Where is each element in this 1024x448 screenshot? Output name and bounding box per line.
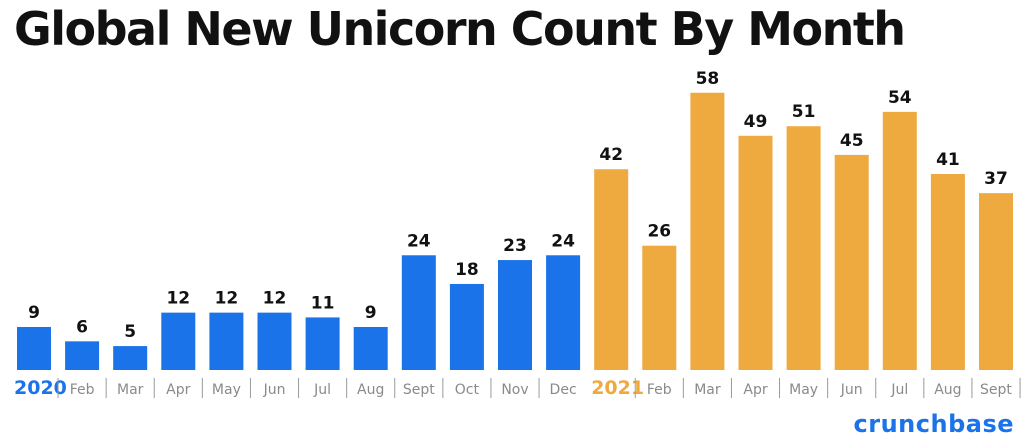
bar-value-label: 11 [311, 293, 335, 313]
bar-value-label: 54 [888, 88, 912, 108]
category-label: Jul [890, 382, 908, 398]
bar [930, 174, 965, 370]
bar-value-label: 26 [647, 222, 671, 242]
bar [834, 154, 869, 370]
bar-value-label: 23 [503, 236, 527, 256]
category-label: Mar [117, 382, 144, 398]
bar [17, 326, 51, 370]
year-label: 2020 [14, 377, 67, 399]
category-label: Jun [840, 382, 863, 398]
bar-value-label: 42 [599, 145, 623, 165]
bar [738, 135, 773, 370]
category-label: Feb [647, 382, 672, 398]
bar-value-label: 9 [28, 303, 40, 323]
bar [498, 260, 532, 370]
crunchbase-logo: crunchbase [853, 410, 1014, 438]
bar-value-label: 45 [840, 131, 864, 151]
bar-value-label: 12 [166, 289, 190, 309]
bar-value-label: 6 [76, 317, 88, 337]
bar [546, 255, 581, 370]
category-label: Sept [403, 382, 435, 398]
bar [257, 312, 292, 370]
bar-value-label: 18 [455, 260, 479, 280]
bar [353, 326, 388, 370]
category-label: Dec [550, 382, 577, 398]
bar-value-label: 24 [551, 231, 575, 251]
bar-value-label: 9 [365, 303, 377, 323]
bar [113, 346, 148, 370]
value-labels-group: 9 6 5 12 12 12 11 9 24 18 23 24 42 26 58 49 51 45 54 41 37 [28, 69, 1008, 342]
category-label: Aug [934, 382, 961, 398]
bar [642, 245, 677, 370]
bar-value-label: 41 [936, 150, 960, 170]
bar-value-label: 12 [263, 289, 287, 309]
bar [401, 255, 436, 370]
category-label: Nov [501, 382, 528, 398]
bar [786, 126, 821, 370]
separators-group [57, 378, 1021, 398]
bar [209, 312, 244, 370]
category-label: May [789, 382, 818, 398]
bar-value-label: 24 [407, 231, 431, 251]
bar-value-label: 37 [984, 169, 1008, 189]
bars-group [17, 92, 1013, 370]
bar [449, 283, 484, 370]
category-label: Jun [263, 382, 286, 398]
category-label: Jul [313, 382, 331, 398]
bar-value-label: 49 [744, 112, 768, 132]
bar-value-label: 5 [124, 322, 136, 342]
bar [161, 312, 196, 370]
chart-title: Global New Unicorn Count By Month [14, 2, 906, 56]
bar [690, 92, 725, 370]
category-labels-group: 2020 Feb Mar Apr May Jun Jul Aug Sept Oct Nov Dec 20… [14, 377, 1012, 399]
category-label: Apr [743, 382, 767, 398]
bar-value-label: 51 [792, 102, 816, 122]
category-label: Oct [455, 382, 480, 398]
year-label: 2021 [591, 377, 644, 399]
category-label: Apr [166, 382, 190, 398]
category-label: Sept [980, 382, 1012, 398]
bar-value-label: 12 [215, 289, 239, 309]
category-label: May [212, 382, 241, 398]
category-label: Mar [694, 382, 721, 398]
bar-value-label: 58 [696, 69, 720, 89]
category-label: Feb [70, 382, 95, 398]
bar [305, 317, 340, 370]
category-label: Aug [357, 382, 384, 398]
bar [65, 341, 100, 370]
bar [979, 193, 1013, 370]
bar [882, 111, 917, 370]
bar [594, 169, 629, 370]
